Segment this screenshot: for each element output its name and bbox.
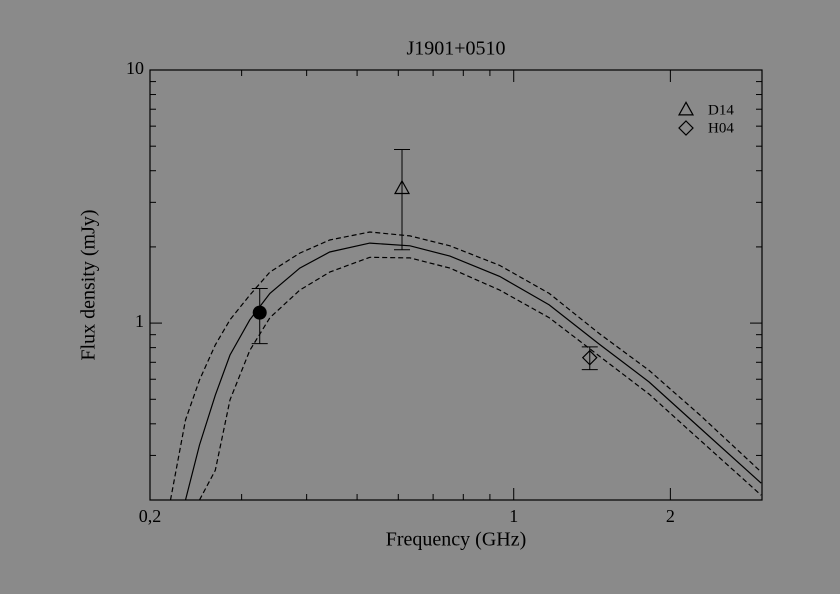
y-tick-label: 10 [126, 58, 144, 78]
x-tick-label: 2 [666, 506, 675, 526]
y-tick-label: 1 [135, 311, 144, 331]
data-point [581, 349, 598, 366]
chart-title: J1901+0510 [406, 38, 505, 60]
y-axis-label: Flux density (mJy) [78, 209, 100, 360]
model-curve [184, 242, 762, 500]
data-point [393, 179, 411, 195]
curves [169, 231, 762, 500]
data-point [252, 305, 267, 320]
legend-symbol [677, 101, 695, 116]
x-tick-label: 1 [509, 506, 518, 526]
legend-symbol [678, 120, 694, 136]
x-axis-label: Frequency (GHz) [386, 529, 527, 551]
model-curve [169, 231, 762, 500]
legend-label: D14 [708, 102, 734, 118]
plot-frame [149, 69, 763, 501]
legend-label: H04 [708, 120, 734, 136]
x-tick-label: 0,2 [139, 506, 162, 526]
model-curve [198, 256, 762, 500]
